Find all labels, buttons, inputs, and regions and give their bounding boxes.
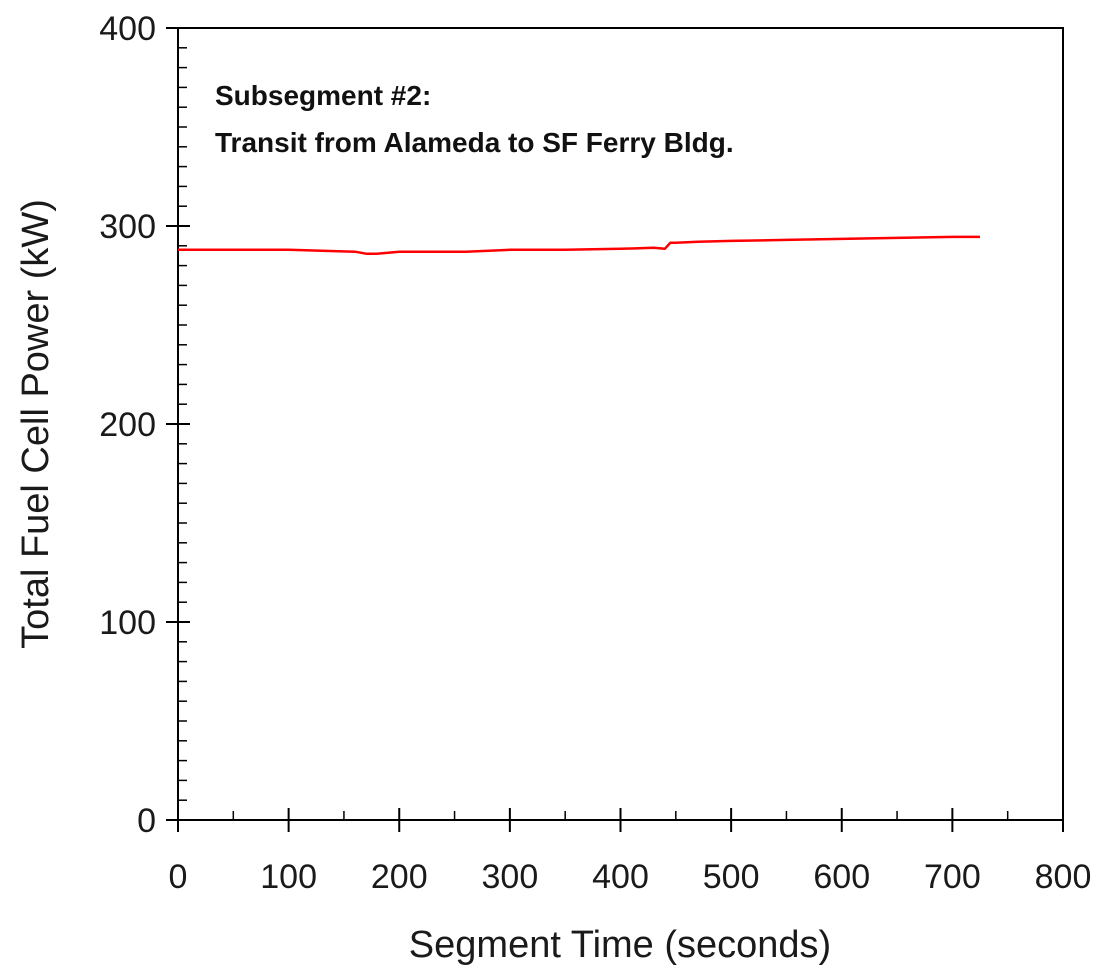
x-tick-label: 600: [813, 858, 870, 896]
x-tick-label: 300: [482, 858, 539, 896]
x-tick-label: 100: [260, 858, 317, 896]
x-tick-label: 200: [371, 858, 428, 896]
x-tick-label: 800: [1035, 858, 1092, 896]
series-line: [178, 235, 980, 255]
x-axis-title: Segment Time (seconds): [409, 924, 831, 966]
x-tick-label: 500: [703, 858, 760, 896]
x-tick-labels: 0 100 200 300 400 500 600 700 800: [169, 858, 1092, 896]
y-tick-label: 200: [99, 406, 156, 444]
x-tick-label: 700: [924, 858, 981, 896]
annotation-line-2: Transit from Alameda to SF Ferry Bldg.: [215, 127, 734, 158]
y-tick-label: 400: [99, 10, 156, 48]
y-tick-labels: 0 100 200 300 400: [99, 10, 156, 840]
major-ticks: [166, 27, 1064, 832]
annotation-line-1: Subsegment #2:: [215, 80, 431, 111]
x-tick-label: 0: [169, 858, 188, 896]
y-axis-title: Total Fuel Cell Power (kW): [15, 199, 57, 649]
y-tick-label: 0: [137, 802, 156, 840]
y-tick-label: 100: [99, 604, 156, 642]
series-layer: [178, 235, 980, 255]
minor-ticks: [178, 47, 1009, 820]
x-tick-label: 400: [592, 858, 649, 896]
y-tick-label: 300: [99, 208, 156, 246]
